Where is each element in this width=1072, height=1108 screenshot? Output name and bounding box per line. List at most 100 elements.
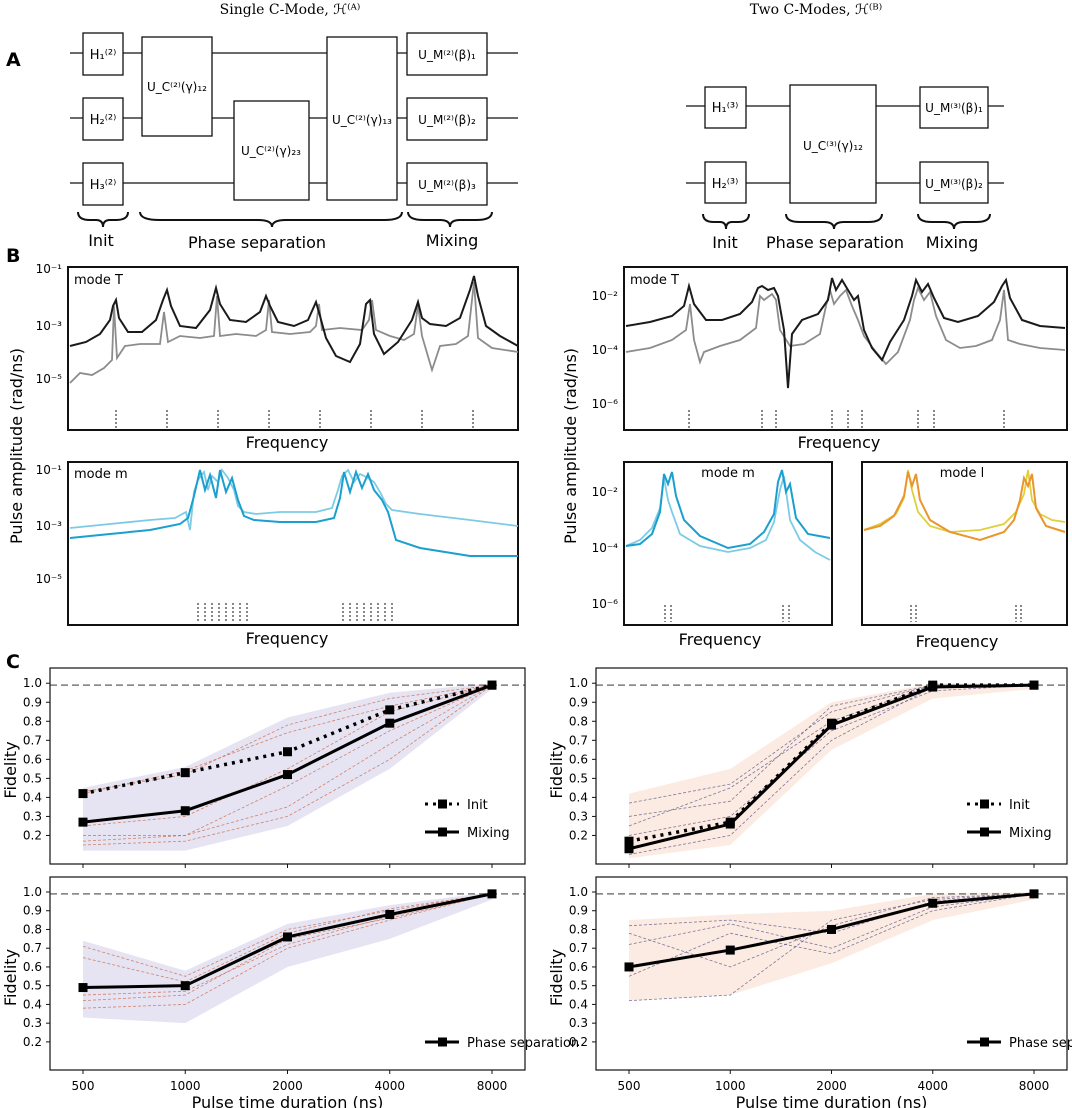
brace-init <box>77 211 129 228</box>
c2-ytick-label: 0.2 <box>569 828 588 842</box>
c4-xtick-label: 500 <box>618 1079 641 1093</box>
fidelity-charts: 0.2 0.3 0.4 0.5 0.6 0.7 0.8 0.9 1.0 Fidelity Init M… <box>1 667 1072 1108</box>
c1-legend-marker <box>438 827 447 837</box>
chart-c2: 0.2 0.3 0.4 0.5 0.6 0.7 0.8 0.9 1.0 Fidelity Init M… <box>547 667 1068 868</box>
c1-point <box>283 747 292 757</box>
label-init-right: Init <box>712 233 738 252</box>
c2-trace-1 <box>628 684 1034 817</box>
c4-ytick-label: 0.7 <box>569 941 588 955</box>
b2-frame <box>67 461 519 626</box>
c4-ytick-label: 0.3 <box>569 1016 588 1030</box>
c1-point <box>283 770 292 780</box>
c1-ytick-label: 0.8 <box>23 714 42 728</box>
c4-ytick-label: 0.9 <box>569 904 588 918</box>
c3-trace-4 <box>82 893 493 1009</box>
b3-series-dark <box>625 277 1066 389</box>
c1-ytick-label: 0.6 <box>23 752 42 766</box>
c3-ytick-label: 0.4 <box>23 997 42 1011</box>
chart-b4: mode m 10⁻² 10⁻⁴ 10⁻⁶ Frequency <box>592 461 833 649</box>
c2-point <box>624 836 634 846</box>
c3-ytick-label: 0.9 <box>23 904 42 918</box>
c1-point <box>385 705 395 715</box>
c2-ytick-label: 0.5 <box>569 771 588 785</box>
gate-uc12 <box>141 36 213 137</box>
label-phase-right: Phase separation <box>766 233 904 252</box>
right-braces <box>702 213 991 230</box>
b3-title: mode T <box>630 273 679 288</box>
c3-variance-band <box>83 891 492 1024</box>
label-h2-3: H₂⁽³⁾ <box>712 177 739 192</box>
gate-uc13 <box>326 36 398 201</box>
b4-xlabel: Frequency <box>679 630 762 649</box>
gate-um3 <box>406 162 488 206</box>
c2-ytick-label: 0.8 <box>569 714 588 728</box>
c3-xtick-label: 500 <box>72 1079 95 1093</box>
label-um2: U_M⁽²⁾(β)₂ <box>418 113 476 127</box>
c1-point <box>78 817 88 827</box>
b-ylabel-right: Pulse amplitude (rad/ns) <box>561 348 580 544</box>
b3-series-light <box>625 285 1066 366</box>
c2-legend-label: Init <box>1009 798 1030 813</box>
c3-point <box>385 909 395 919</box>
c1-point <box>78 789 88 799</box>
label-h1: H₁⁽²⁾ <box>90 48 117 63</box>
c4-point <box>725 945 735 955</box>
gate-h1 <box>82 32 124 76</box>
c1-trace-5 <box>82 684 493 846</box>
b3-ytick-2: 10⁻² <box>592 289 619 303</box>
c4-xlabel: Pulse time duration (ns) <box>736 1093 928 1108</box>
c1-point <box>180 806 190 816</box>
label-phase-left: Phase separation <box>188 233 326 252</box>
c2-ytick-label: 0.3 <box>569 809 588 823</box>
chart-c1: 0.2 0.3 0.4 0.5 0.6 0.7 0.8 0.9 1.0 Fidelity Init M… <box>1 667 526 868</box>
b4-title: mode m <box>701 466 755 481</box>
label-um1-3: U_M⁽³⁾(β)₁ <box>925 101 983 115</box>
b1-series-dark <box>69 275 519 364</box>
c3-trace-0 <box>82 893 493 977</box>
b1-title: mode T <box>74 273 123 288</box>
c3-ytick-label: 0.2 <box>23 1035 42 1049</box>
brace-phase <box>139 211 403 228</box>
label-mixing-right: Mixing <box>926 233 978 252</box>
b3-resonance-ticks <box>688 410 1005 428</box>
label-h3: H₃⁽²⁾ <box>90 178 117 193</box>
c4-ytick-label: 0.2 <box>569 1035 588 1049</box>
chart-c4: 0.2 0.3 0.4 0.5 0.6 0.7 0.8 0.9 1.0 500 1000 2000 40… <box>547 876 1072 1108</box>
label-um1: U_M⁽²⁾(β)₁ <box>418 48 476 62</box>
c1-trace-0 <box>82 684 493 793</box>
c1-legend-label: Mixing <box>467 826 510 841</box>
c1-ytick-label: 1.0 <box>23 676 42 690</box>
right-circuit-title: Two C-Modes, ℋ⁽ᴮ⁾ <box>750 2 882 18</box>
b5-series-dark <box>863 471 1066 542</box>
c1-point <box>180 768 190 778</box>
b2-series-light <box>69 468 519 531</box>
c3-point <box>487 889 497 899</box>
right-gates <box>704 84 989 204</box>
label-uc13: U_C⁽²⁾(γ)₁₃ <box>332 113 392 127</box>
label-um3: U_M⁽²⁾(β)₃ <box>418 178 476 192</box>
c4-xtick-label: 8000 <box>1019 1079 1050 1093</box>
c3-legend-label: Phase separation <box>467 1036 579 1051</box>
label-mixing-left: Mixing <box>426 231 478 250</box>
b2-resonance-ticks <box>197 603 393 622</box>
c1-legend-marker <box>438 799 447 809</box>
c2-point <box>1029 680 1039 690</box>
b5-resonance-ticks <box>910 605 1022 622</box>
gate-uc23 <box>233 100 310 201</box>
b3-xlabel: Frequency <box>798 433 881 452</box>
brace-mix-right <box>917 213 991 230</box>
c3-xtick-label: 2000 <box>272 1079 303 1093</box>
c3-ytick-label: 0.8 <box>23 922 42 936</box>
panel-letter-a: A <box>6 49 21 71</box>
c4-trace-0 <box>628 893 1035 934</box>
c3-xtick-label: 1000 <box>170 1079 201 1093</box>
label-uc12-3: U_C⁽³⁾(γ)₁₂ <box>803 139 863 153</box>
c1-trace-3 <box>82 684 493 842</box>
b1-resonance-ticks <box>115 410 474 428</box>
c4-legend-marker <box>980 1037 989 1047</box>
c4-ylabel: Fidelity <box>547 949 566 1006</box>
brace-phase-right <box>785 213 883 230</box>
chart-b1: mode T 10⁻¹ 10⁻³ 10⁻⁵ Frequency <box>36 262 519 452</box>
c4-point <box>928 898 938 908</box>
